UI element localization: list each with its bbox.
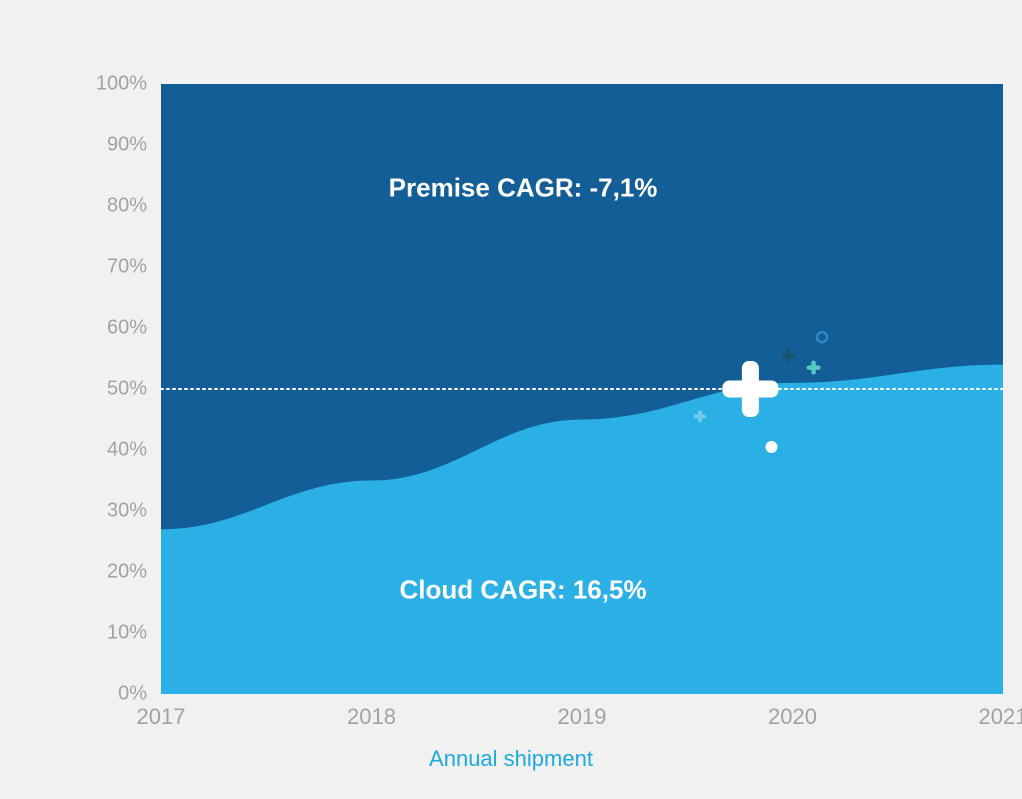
premise-cagr-label: Premise CAGR: -7,1%: [389, 172, 658, 203]
y-tick-label: 70%: [107, 256, 147, 279]
y-tick-label: 50%: [107, 378, 147, 401]
x-tick-label: 2019: [558, 704, 607, 730]
cloud-cagr-label: Cloud CAGR: 16,5%: [400, 575, 647, 606]
y-tick-label: 30%: [107, 500, 147, 523]
y-tick-label: 0%: [118, 683, 147, 706]
y-tick-label: 80%: [107, 195, 147, 218]
x-tick-label: 2020: [768, 704, 817, 730]
y-tick-label: 40%: [107, 439, 147, 462]
x-tick-label: 2021: [979, 704, 1022, 730]
y-tick-label: 60%: [107, 317, 147, 340]
x-axis-label: Annual shipment: [0, 746, 1022, 772]
y-tick-label: 100%: [96, 73, 147, 96]
small-dot-icon: [765, 441, 777, 453]
x-tick-label: 2017: [137, 704, 186, 730]
x-tick-label: 2018: [347, 704, 396, 730]
y-tick-label: 10%: [107, 622, 147, 645]
y-tick-label: 90%: [107, 134, 147, 157]
stacked-area-chart: 0% 10% 20% 30% 40% 50% 60% 70% 80% 90% 100% 2017 20…: [0, 0, 1022, 799]
y-tick-label: 20%: [107, 561, 147, 584]
